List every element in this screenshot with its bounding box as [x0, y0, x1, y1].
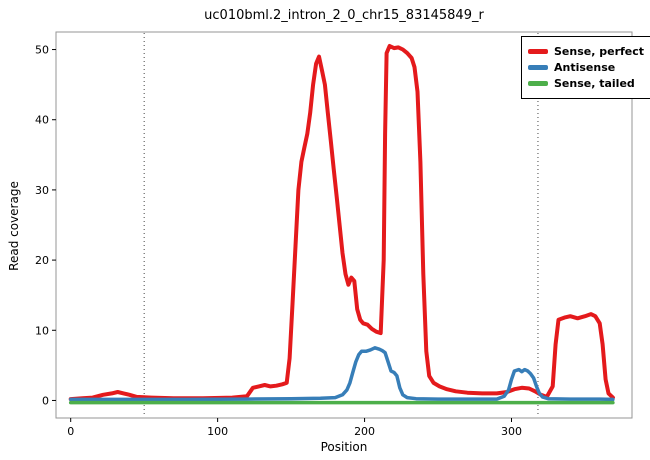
x-tick-label: 200: [354, 425, 375, 438]
legend-item: Sense, tailed: [528, 77, 644, 90]
legend-item: Antisense: [528, 61, 644, 74]
y-axis-label: Read coverage: [7, 181, 21, 271]
legend-key-line: [528, 81, 548, 86]
legend-key-line: [528, 65, 548, 70]
y-tick-label: 10: [35, 324, 49, 337]
legend-label: Antisense: [554, 61, 616, 74]
y-tick-label: 20: [35, 254, 49, 267]
x-tick-label: 300: [501, 425, 522, 438]
legend-label: Sense, perfect: [554, 45, 645, 58]
y-tick-label: 30: [35, 184, 49, 197]
y-tick-label: 0: [42, 394, 49, 407]
legend: Sense, perfect Antisense Sense, tailed: [521, 36, 650, 99]
legend-key-line: [528, 49, 548, 54]
y-tick-label: 50: [35, 44, 49, 57]
series-line: [68, 346, 615, 402]
legend-label: Sense, tailed: [554, 77, 635, 90]
legend-item: Sense, perfect: [528, 45, 644, 58]
x-tick-label: 100: [207, 425, 228, 438]
x-axis-label: Position: [320, 440, 368, 454]
x-tick-label: 0: [67, 425, 74, 438]
y-tick-label: 40: [35, 114, 49, 127]
chart-title: uc010bml.2_intron_2_0_chr15_83145849_r: [204, 8, 484, 23]
